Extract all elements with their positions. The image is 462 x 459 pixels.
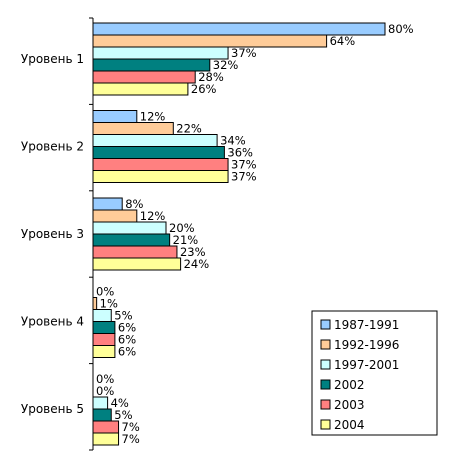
y-axis [89,17,94,451]
category-label: Уровень 5 [21,402,84,416]
data-label: 64% [330,34,356,48]
bar [92,170,229,183]
legend-swatch [320,359,331,370]
bar [92,46,229,60]
bar [92,408,112,422]
data-label: 0% [96,285,114,299]
bar [92,309,112,322]
bar [92,396,109,410]
data-label: 5% [114,408,132,422]
data-label: 1% [100,297,118,311]
data-label: 37% [231,46,257,60]
bar [92,245,178,259]
legend-label: 2002 [334,378,365,392]
data-label: 24% [184,257,210,271]
bar [92,146,225,159]
data-label: 37% [231,170,257,184]
bar [92,432,120,446]
data-label: 80% [388,22,414,36]
category-label: Уровень 4 [21,315,84,329]
bar [92,34,328,48]
data-label: 0% [96,372,114,386]
bar [92,209,138,223]
data-label: 26% [191,82,217,96]
data-label: 5% [114,309,132,323]
data-label: 22% [176,122,202,136]
legend-label: 1987-1991 [334,318,399,332]
data-label: 7% [122,420,140,434]
bar [92,257,182,271]
category-label: Уровень 1 [21,52,84,66]
legend-swatch [320,399,331,410]
bar [92,82,189,96]
bar [92,321,116,334]
data-label: 36% [227,146,253,160]
category-label: Уровень 2 [21,140,84,154]
bar [92,221,167,235]
data-label: 23% [180,245,206,259]
data-label: 12% [140,110,166,124]
data-label: 28% [198,70,224,84]
legend-swatch [320,419,331,430]
legend-box [311,310,438,436]
bar [92,297,98,310]
legend-swatch [320,339,331,350]
data-label: 0% [96,384,114,398]
bar [92,158,229,171]
bar [92,134,218,147]
legend-label: 2003 [334,398,365,412]
bar [92,70,196,84]
legend-swatch [320,379,331,390]
legend: 1987-1991 1992-1996 1997-2001 2002 2003 2004 [311,310,438,436]
legend-label: 2004 [334,418,365,432]
category-label: Уровень 3 [21,227,84,241]
bar [92,345,116,358]
bar [92,333,116,346]
legend-swatch [320,319,331,330]
bar [92,110,138,123]
bar [92,122,174,135]
data-label: 6% [118,345,136,359]
data-label: 6% [118,321,136,335]
data-label: 32% [213,58,239,72]
data-label: 21% [173,233,199,247]
data-label: 34% [220,134,246,148]
data-label: 7% [122,432,140,446]
category-labels-group: Уровень 1 Уровень 2 Уровень 3 Уровень 4 Уров… [21,52,84,416]
bar [92,197,123,211]
data-label: 20% [169,221,195,235]
data-label: 37% [231,158,257,172]
legend-label: 1997-2001 [334,358,399,372]
data-label: 4% [111,396,129,410]
data-label: 6% [118,333,136,347]
bar [92,420,120,434]
bar [92,58,211,72]
data-label: 8% [125,197,143,211]
value-labels-group: 80%64%37%32%28%26%12%22%34%36%37%37%8%12… [96,22,414,446]
bar [92,233,171,247]
legend-label: 1992-1996 [334,338,399,352]
data-label: 12% [140,209,166,223]
